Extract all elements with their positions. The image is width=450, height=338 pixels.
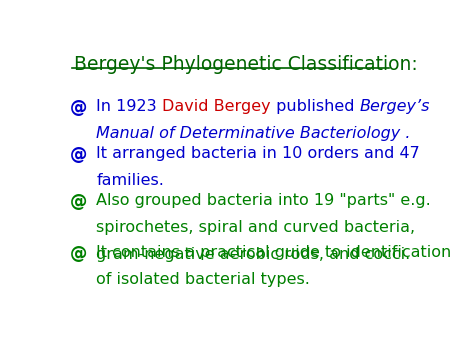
Text: spirochetes, spiral and curved bacteria,: spirochetes, spiral and curved bacteria, (96, 220, 415, 235)
Text: Bergey's Phylogenetic Classification:: Bergey's Phylogenetic Classification: (74, 55, 418, 74)
Text: @: @ (70, 146, 88, 164)
Text: @: @ (70, 193, 88, 211)
Text: Manual of Determinative Bacteriology .: Manual of Determinative Bacteriology . (96, 126, 411, 141)
Text: David Bergey: David Bergey (162, 99, 271, 114)
Text: @: @ (70, 245, 88, 263)
Text: @: @ (70, 99, 88, 117)
Text: Bergey’s: Bergey’s (360, 99, 430, 114)
Text: It arranged bacteria in 10 orders and 47: It arranged bacteria in 10 orders and 47 (96, 146, 420, 161)
Text: It contains a practical guide to identification: It contains a practical guide to identif… (96, 245, 450, 260)
Text: published: published (271, 99, 360, 114)
Text: families.: families. (96, 173, 164, 188)
Text: Also grouped bacteria into 19 "parts" e.g.: Also grouped bacteria into 19 "parts" e.… (96, 193, 431, 208)
Text: In 1923: In 1923 (96, 99, 162, 114)
Text: of isolated bacterial types.: of isolated bacterial types. (96, 272, 310, 287)
Text: gram-negative aerobic rods, and cocci.: gram-negative aerobic rods, and cocci. (96, 247, 410, 263)
